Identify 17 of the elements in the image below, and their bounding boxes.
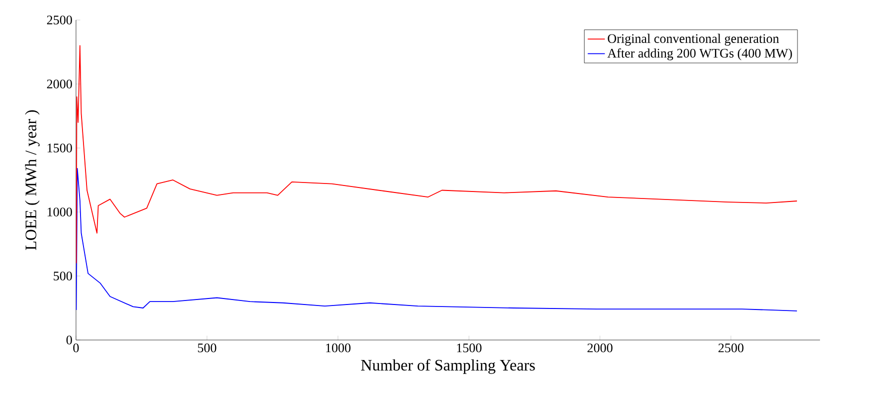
line-series [76, 168, 798, 312]
x-tick-label: 1000 [326, 344, 350, 352]
x-axis-title: Number of Sampling Years [361, 359, 535, 374]
x-tick-label: 500 [198, 344, 216, 352]
x-tick-label: 2500 [718, 344, 744, 352]
x-tick-label: 1500 [457, 344, 482, 352]
y-tick-label: 1000 [48, 208, 72, 216]
x-tick-label: 2000 [588, 344, 612, 352]
x-tick-label: 0 [73, 344, 79, 352]
y-tick-label: 500 [54, 272, 72, 280]
y-tick-label: 2500 [47, 16, 72, 24]
legend-label: Original conventional generation [608, 34, 779, 46]
y-tick-label: 1500 [48, 144, 72, 152]
y-axis-title: LOEE ( MWh / year ) [25, 110, 40, 250]
legend-label: After adding 200 WTGs (400 MW) [607, 48, 792, 60]
y-tick-label: 0 [66, 336, 72, 344]
y-tick-label: 2000 [47, 80, 72, 88]
